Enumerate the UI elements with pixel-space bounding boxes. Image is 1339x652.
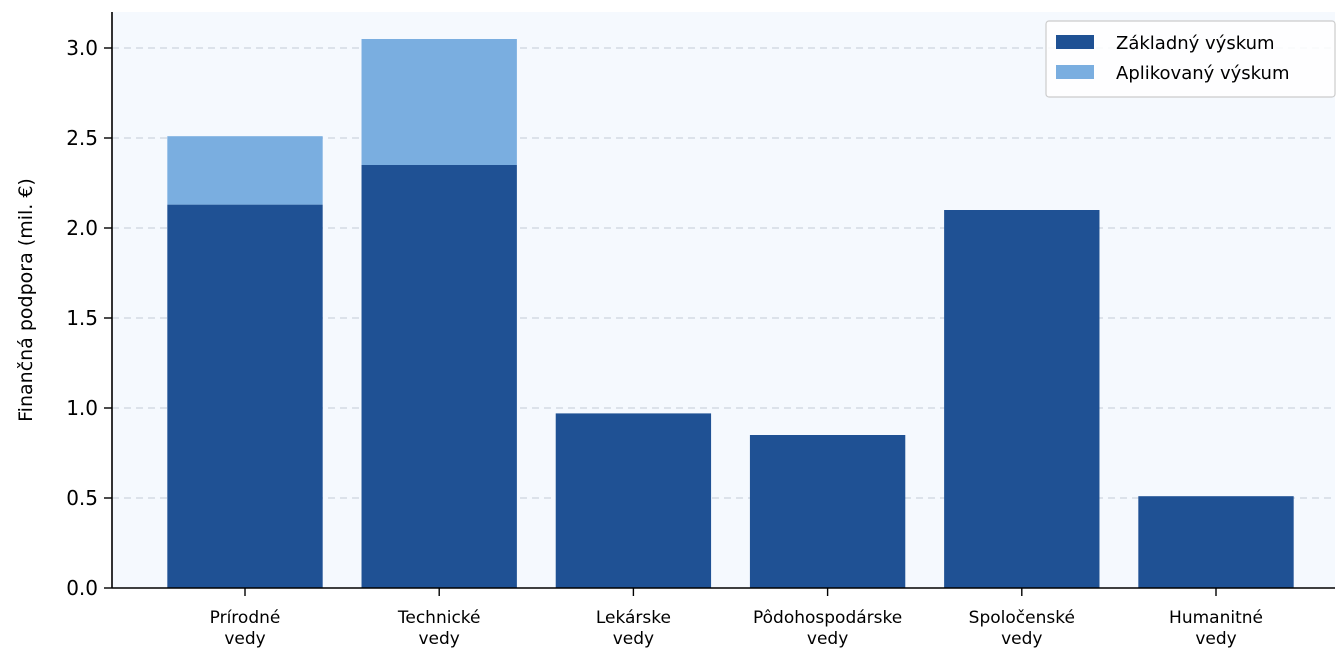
- bar-basic-research: [1138, 496, 1294, 588]
- y-tick-label: 0.0: [66, 576, 98, 600]
- x-tick-label: vedy: [1195, 629, 1236, 649]
- legend-swatch: [1056, 65, 1094, 79]
- x-tick-label: vedy: [807, 629, 848, 649]
- x-tick-label: vedy: [419, 629, 460, 649]
- legend-swatch: [1056, 35, 1094, 49]
- bar-applied-research: [167, 136, 323, 205]
- legend: Základný výskum Aplikovaný výskum: [1045, 20, 1336, 98]
- x-tick-label: Humanitné: [1169, 608, 1263, 628]
- y-tick-label: 0.5: [66, 486, 98, 510]
- y-tick-label: 1.5: [66, 306, 98, 330]
- x-ticks: PrírodnévedyTechnickévedyLekárskevedyPôd…: [210, 588, 1263, 649]
- x-tick-label: Pôdohospodárske: [753, 608, 902, 628]
- legend-label: Základný výskum: [1116, 33, 1275, 54]
- x-tick-label: vedy: [613, 629, 654, 649]
- x-tick-label: Technické: [397, 608, 481, 628]
- bar-basic-research: [944, 210, 1100, 588]
- y-tick-label: 1.0: [66, 396, 98, 420]
- y-tick-label: 3.0: [66, 36, 98, 60]
- y-ticks: 0.0 0.5 1.0 1.5 2.0 2.5 3.0: [66, 36, 112, 600]
- x-tick-label: vedy: [224, 629, 265, 649]
- bar-basic-research: [361, 165, 517, 588]
- x-tick-label: Prírodné: [210, 608, 281, 628]
- x-tick-label: Lekárske: [596, 608, 671, 628]
- y-axis-label: Finančná podpora (mil. €): [15, 178, 37, 422]
- x-tick-label: vedy: [1001, 629, 1042, 649]
- bars: [167, 39, 1294, 588]
- y-tick-label: 2.5: [66, 126, 98, 150]
- legend-box: [1045, 20, 1336, 98]
- bar-applied-research: [361, 39, 517, 165]
- y-tick-label: 2.0: [66, 216, 98, 240]
- bar-basic-research: [749, 435, 906, 588]
- x-tick-label: Spoločenské: [969, 608, 1075, 628]
- bar-basic-research: [167, 204, 323, 588]
- bar-basic-research: [555, 413, 712, 588]
- legend-label: Aplikovaný výskum: [1116, 63, 1290, 84]
